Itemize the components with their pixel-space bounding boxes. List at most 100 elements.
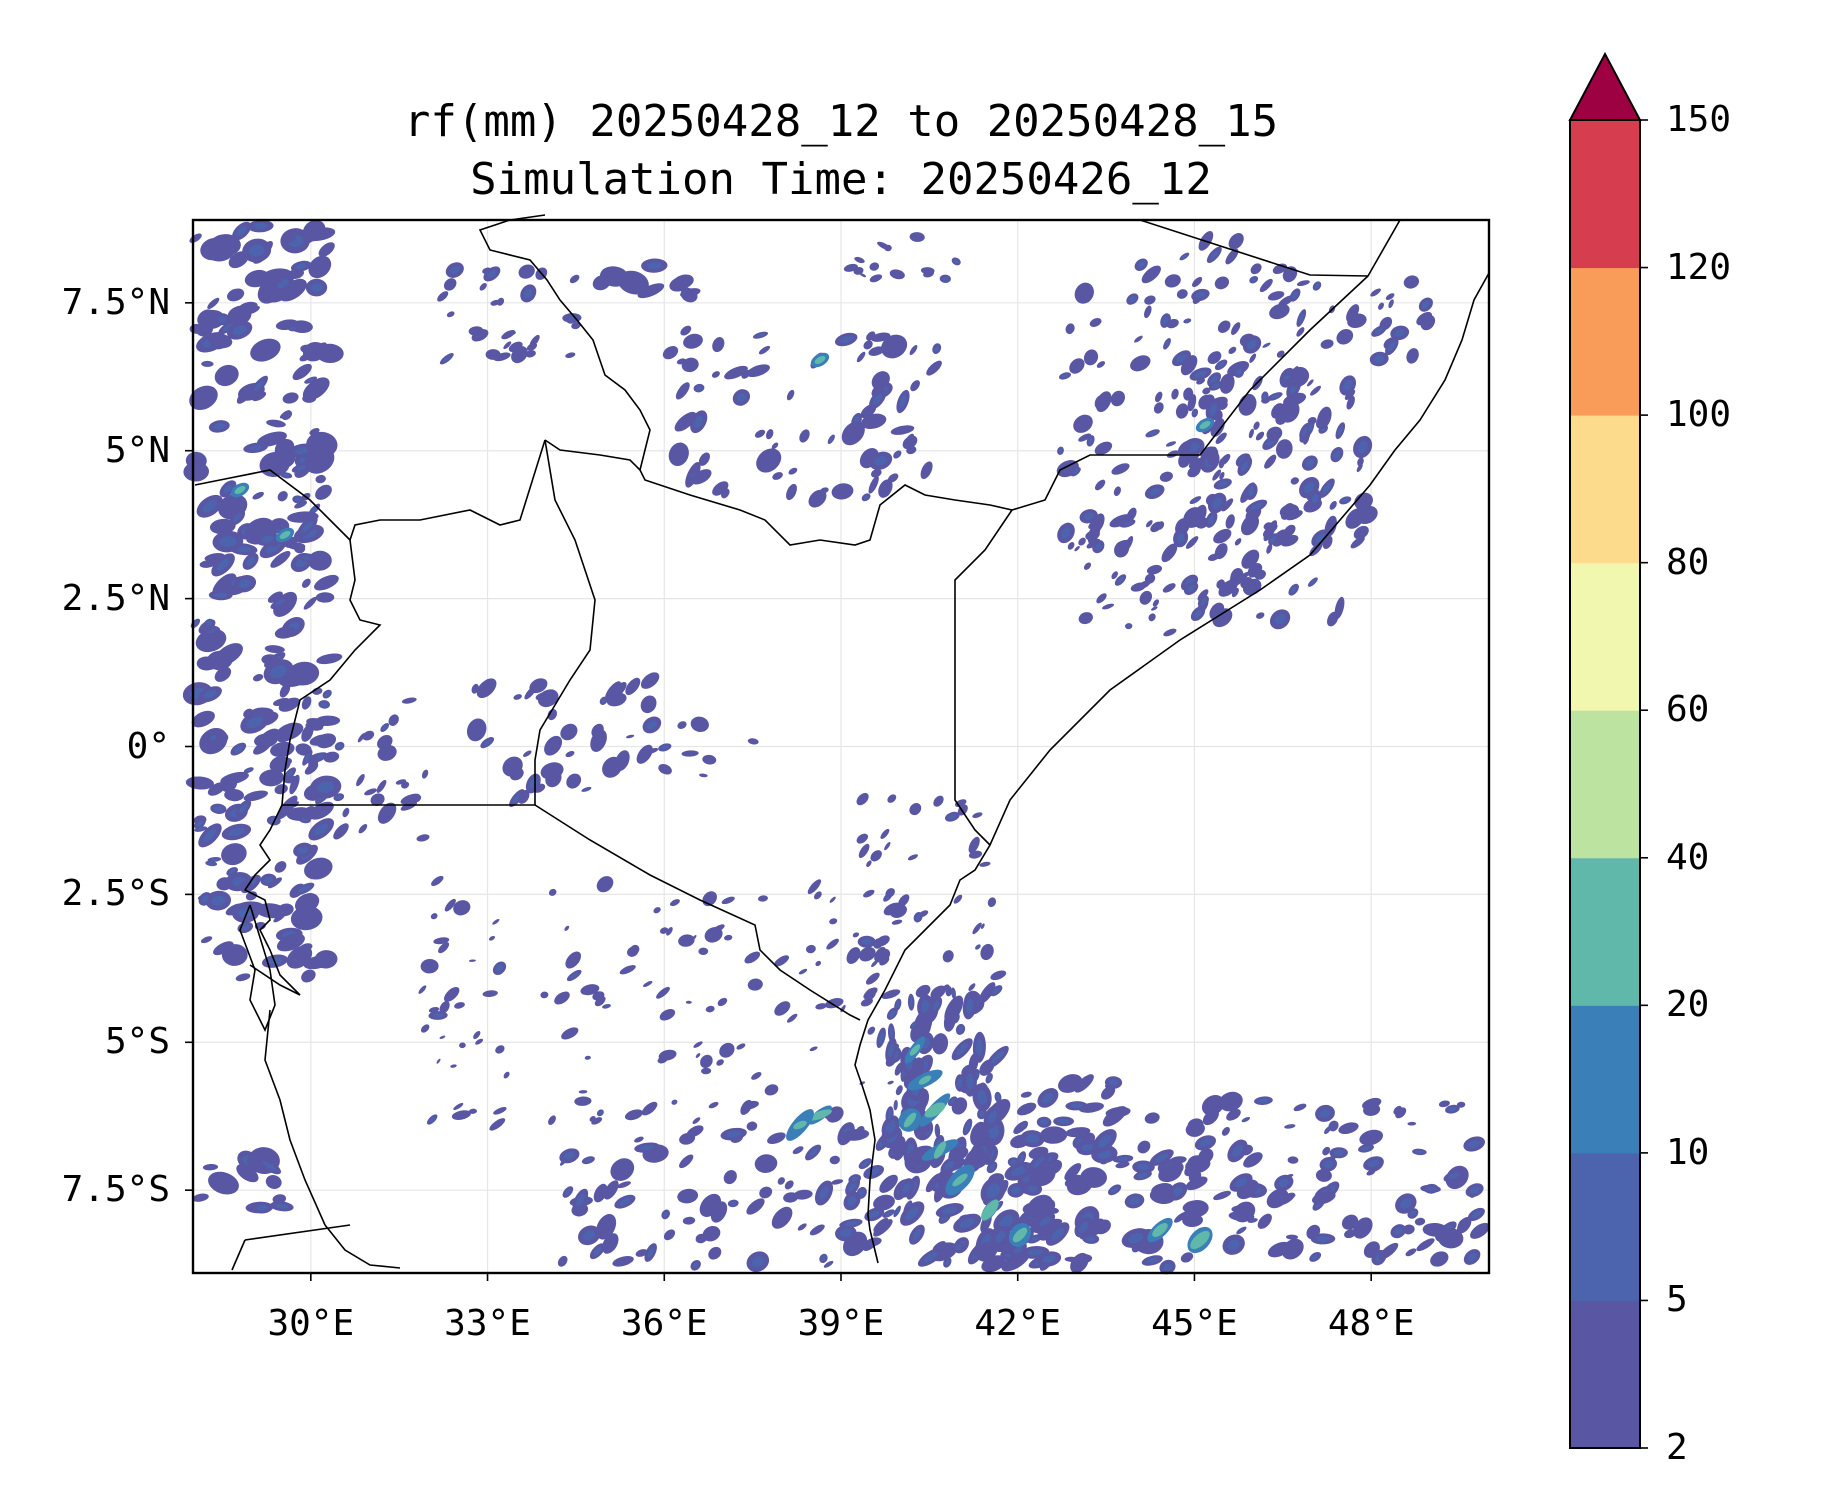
- rain-cell: [1088, 437, 1093, 444]
- rain-cell: [1263, 393, 1267, 400]
- rain-cell: [1117, 576, 1124, 584]
- rain-cell: [957, 1078, 963, 1088]
- rain-cell: [214, 364, 239, 387]
- rain-cell: [501, 329, 516, 340]
- rain-cell: [459, 1042, 466, 1049]
- rain-cell: [1228, 346, 1237, 355]
- rain-cell: [639, 1144, 655, 1151]
- rain-cell: [1174, 1211, 1188, 1223]
- rain-cell: [1219, 471, 1225, 480]
- rain-cell: [680, 325, 692, 336]
- rain-cell: [202, 1163, 219, 1171]
- rain-cell: [1166, 450, 1179, 458]
- rain-cell: [1078, 612, 1093, 625]
- rain-cell: [933, 1141, 947, 1159]
- rain-cell: [1042, 1092, 1054, 1104]
- rain-cell: [1185, 319, 1190, 323]
- rain-cell: [677, 1188, 699, 1204]
- rain-cell: [282, 392, 299, 404]
- rain-cell: [565, 951, 582, 969]
- rain-cell: [252, 391, 267, 402]
- rain-cell: [487, 269, 497, 278]
- rain-cell: [854, 256, 865, 264]
- rain-cell: [1353, 1217, 1373, 1239]
- rain-cell: [310, 283, 323, 293]
- rain-cell: [1225, 248, 1239, 265]
- rain-cell: [1201, 1094, 1225, 1116]
- rain-cell: [1146, 1257, 1159, 1264]
- rain-cell: [1040, 1126, 1068, 1144]
- rain-cell: [915, 984, 931, 998]
- rain-cell: [1001, 1251, 1030, 1272]
- rain-cell: [951, 1097, 968, 1115]
- rain-cell: [846, 947, 861, 964]
- rain-cell: [1013, 1245, 1023, 1254]
- rain-cell: [894, 1102, 897, 1108]
- rain-cell: [1322, 1146, 1331, 1156]
- rain-cell: [736, 393, 747, 402]
- axis-ticks: [185, 302, 1372, 1281]
- rain-cell: [899, 395, 907, 408]
- rain-cell: [453, 1102, 464, 1111]
- rain-cell: [987, 1110, 998, 1124]
- rain-cell: [953, 894, 963, 904]
- rain-cell: [692, 1262, 699, 1269]
- rain-cell: [881, 334, 908, 359]
- rain-cell: [658, 1049, 677, 1061]
- rain-cell: [207, 333, 233, 349]
- rain-cell: [1211, 383, 1220, 389]
- rain-cell: [1089, 318, 1102, 327]
- rain-cell: [1064, 1163, 1082, 1181]
- rain-cell: [1267, 291, 1285, 301]
- rain-cell: [561, 1027, 579, 1040]
- rain-cell: [1457, 1216, 1472, 1234]
- rain-cell: [932, 1000, 940, 1011]
- rain-cell: [1303, 434, 1310, 445]
- rain-cell: [1456, 1101, 1466, 1108]
- rain-cell: [523, 750, 532, 757]
- rain-cell: [861, 1160, 869, 1167]
- rain-cell: [1358, 497, 1373, 507]
- rain-cell: [274, 784, 288, 795]
- rain-cell: [932, 1240, 946, 1252]
- rain-cell: [694, 415, 704, 428]
- rain-cell: [246, 716, 263, 729]
- colorbar-segment: [1570, 120, 1640, 269]
- rain-cell: [1078, 1222, 1089, 1233]
- rain-cell: [261, 654, 279, 665]
- rain-cell: [746, 1198, 765, 1215]
- rain-cell: [1333, 1150, 1344, 1156]
- rain-cell: [1083, 562, 1092, 570]
- rain-cell: [851, 1176, 859, 1182]
- rain-cell: [869, 274, 883, 283]
- rain-cell: [1126, 507, 1137, 521]
- rain-cell: [302, 220, 326, 242]
- rain-cell: [691, 469, 712, 485]
- rain-cell: [1078, 433, 1092, 442]
- rain-cell: [726, 1130, 741, 1138]
- colorbar: [1568, 51, 1648, 1449]
- rain-cell: [229, 869, 236, 874]
- rain-cell: [207, 297, 220, 309]
- map-title: rf(mm) 20250428_12 to 20250428_15: [403, 96, 1279, 147]
- rain-cell: [1020, 1091, 1032, 1098]
- rain-cell: [540, 762, 564, 780]
- rain-cell: [245, 891, 258, 901]
- rain-cell: [677, 721, 687, 729]
- rain-cell: [666, 926, 673, 936]
- rain-cell: [297, 846, 309, 854]
- rain-cell: [214, 592, 228, 598]
- rain-cell: [1061, 527, 1071, 539]
- rain-cell: [1344, 389, 1356, 400]
- rain-cell: [1149, 487, 1161, 496]
- border-somaliland: [1139, 219, 1401, 277]
- rain-cell: [495, 1045, 505, 1054]
- rain-cell: [976, 1038, 983, 1056]
- rain-cell: [636, 744, 653, 764]
- rain-cell: [1105, 1106, 1131, 1118]
- rain-cell: [625, 734, 635, 739]
- rain-cell: [995, 1230, 1006, 1243]
- lat-tick-label: 5°N: [104, 429, 170, 471]
- rain-cell: [784, 1180, 794, 1190]
